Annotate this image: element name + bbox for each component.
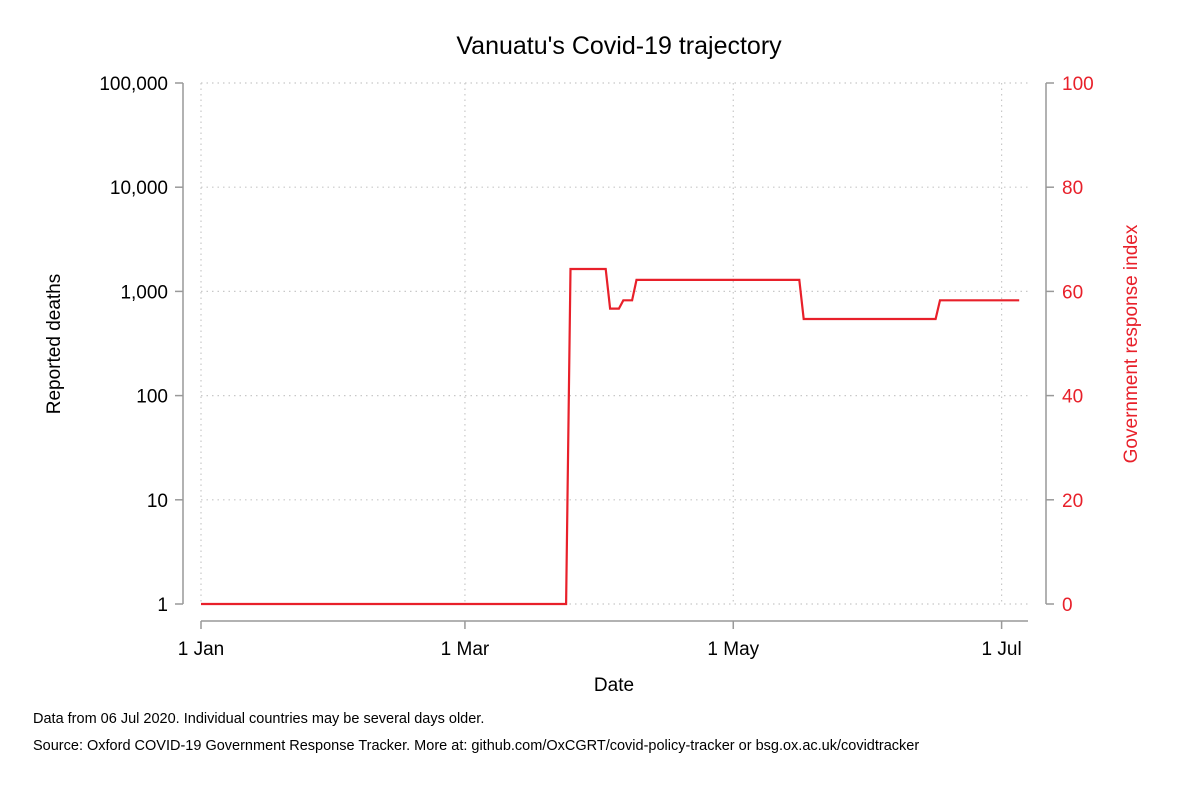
x-tick-label: 1 May bbox=[707, 639, 759, 660]
right-axis-label: Government response index bbox=[1121, 224, 1142, 463]
left-axis-label: Reported deaths bbox=[44, 274, 65, 415]
left-tick-label: 100,000 bbox=[99, 74, 168, 95]
right-tick-label: 100 bbox=[1062, 74, 1094, 95]
left-axis-ticks: 1 10 100 1,000 10,000 100,000 bbox=[99, 74, 183, 616]
left-tick-label: 1,000 bbox=[120, 282, 168, 303]
series-line-government-response bbox=[201, 267, 1020, 606]
right-tick-label: 0 bbox=[1062, 595, 1073, 616]
right-axis-ticks: 0 20 40 60 80 100 bbox=[1046, 74, 1094, 616]
x-axis-label: Date bbox=[594, 675, 634, 696]
left-tick-label: 10,000 bbox=[110, 178, 168, 199]
x-axis-ticks: 1 Jan 1 Mar 1 May 1 Jul bbox=[178, 621, 1022, 660]
right-tick-label: 40 bbox=[1062, 387, 1083, 408]
grid bbox=[200, 82, 1028, 605]
chart-title: Vanuatu's Covid-19 trajectory bbox=[456, 32, 782, 60]
right-tick-label: 20 bbox=[1062, 491, 1083, 512]
data-date-note: Data from 06 Jul 2020. Individual countr… bbox=[33, 711, 485, 727]
right-tick-label: 60 bbox=[1062, 282, 1083, 303]
x-tick-label: 1 Jul bbox=[982, 639, 1022, 660]
series-layer bbox=[201, 267, 1020, 606]
left-tick-label: 100 bbox=[136, 387, 168, 408]
left-tick-label: 1 bbox=[157, 595, 168, 616]
left-tick-label: 10 bbox=[147, 491, 168, 512]
source-note: Source: Oxford COVID-19 Government Respo… bbox=[33, 738, 920, 754]
right-tick-label: 80 bbox=[1062, 178, 1083, 199]
x-tick-label: 1 Jan bbox=[178, 639, 224, 660]
x-tick-label: 1 Mar bbox=[441, 639, 490, 660]
